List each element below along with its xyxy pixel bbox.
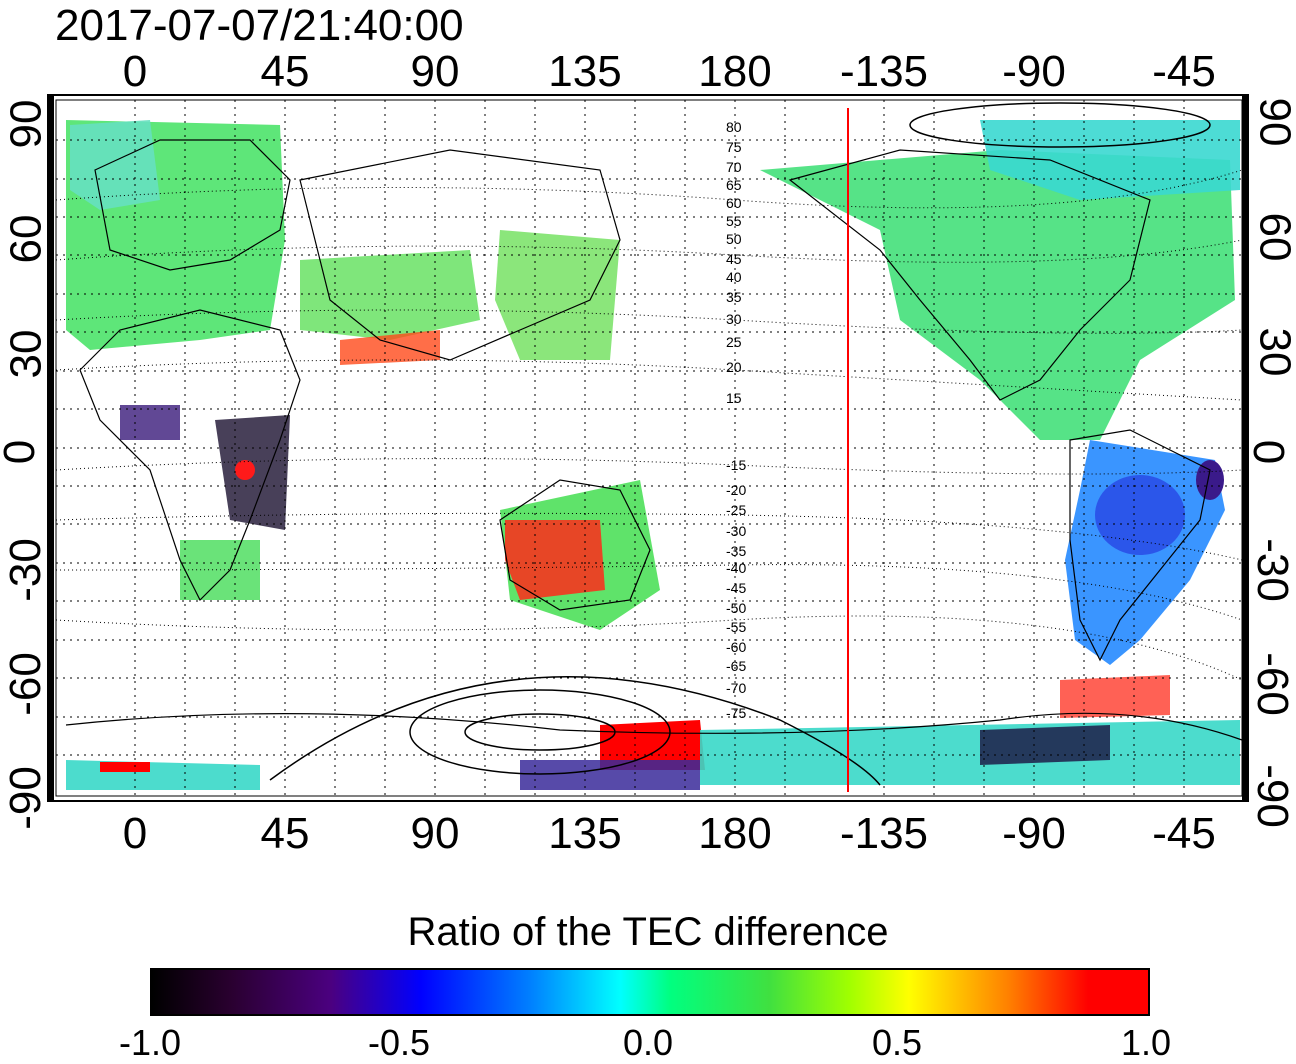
colorbar-tick: 0.0	[622, 1022, 674, 1063]
tec-data-patches	[66, 120, 1240, 790]
mag-lat-label: -30	[726, 523, 746, 539]
mag-lat-label: -75	[726, 705, 746, 721]
top-lon-tick: 90	[410, 47, 460, 96]
mag-lat-label: -15	[726, 457, 746, 473]
mag-lat-label: -25	[726, 502, 746, 518]
mag-lat-label: 35	[726, 289, 742, 305]
mag-lat-label: -55	[726, 619, 746, 635]
mag-lat-label: 45	[726, 251, 742, 267]
colorbar-tick: 0.5	[871, 1022, 923, 1063]
mag-lat-label: -35	[726, 543, 746, 559]
mag-lat-label: 75	[726, 139, 742, 155]
mag-lat-label: 25	[726, 334, 742, 350]
bottom-lon-tick: -90	[1002, 809, 1066, 858]
mag-lat-label: 80	[726, 119, 742, 135]
mag-lat-label: -50	[726, 600, 746, 616]
bottom-lon-tick: 135	[548, 809, 622, 858]
mag-lat-label: 50	[726, 231, 742, 247]
top-lon-tick: 135	[548, 47, 622, 96]
bottom-lon-tick: 180	[698, 809, 772, 858]
colorbar-tick: -0.5	[367, 1022, 431, 1063]
bottom-lon-tick: 0	[122, 809, 148, 858]
mag-lat-label: 60	[726, 195, 742, 211]
bottom-lon-tick: -135	[839, 809, 929, 858]
mag-lat-label: -20	[726, 482, 746, 498]
colorbar-title: Ratio of the TEC difference	[407, 910, 889, 954]
colorbar-tick: -1.0	[118, 1022, 182, 1063]
bottom-lon-tick: 90	[410, 809, 460, 858]
colorbar	[150, 968, 1150, 1016]
bottom-lon-tick: 45	[260, 809, 310, 858]
top-lon-tick: 180	[698, 47, 772, 96]
graticule	[56, 100, 1242, 796]
mag-lat-label: 30	[726, 311, 742, 327]
magnetic-latitude-labels: 80 75 70 65 60 55 50 45 40 35 30 25 20 1…	[726, 119, 746, 721]
mag-lat-label: 15	[726, 390, 742, 406]
mag-lat-label: 40	[726, 269, 742, 285]
mag-lat-label: -65	[726, 658, 746, 674]
bottom-lon-tick: -45	[1152, 809, 1216, 858]
mag-lat-label: 55	[726, 213, 742, 229]
colorbar-tick: 1.0	[1120, 1022, 1172, 1063]
top-lon-tick: 0	[122, 47, 148, 96]
mag-lat-label: -45	[726, 580, 746, 596]
mag-lat-label: 20	[726, 359, 742, 375]
magnetic-pole-contours	[269, 102, 1211, 786]
mag-lat-label: -70	[726, 680, 746, 696]
top-lon-tick: -45	[1152, 47, 1216, 96]
map-timestamp: 2017-07-07/21:40:00	[55, 1, 464, 50]
mag-lat-label: -40	[726, 560, 746, 576]
coastlines	[65, 139, 1243, 741]
top-lon-tick: 45	[260, 47, 310, 96]
magnetic-latitude-contours	[55, 169, 1243, 681]
mag-lat-label: -60	[726, 639, 746, 655]
mag-lat-label: 65	[726, 177, 742, 193]
top-lon-tick: -135	[839, 47, 929, 96]
top-lon-tick: -90	[1002, 47, 1066, 96]
mag-lat-label: 70	[726, 159, 742, 175]
